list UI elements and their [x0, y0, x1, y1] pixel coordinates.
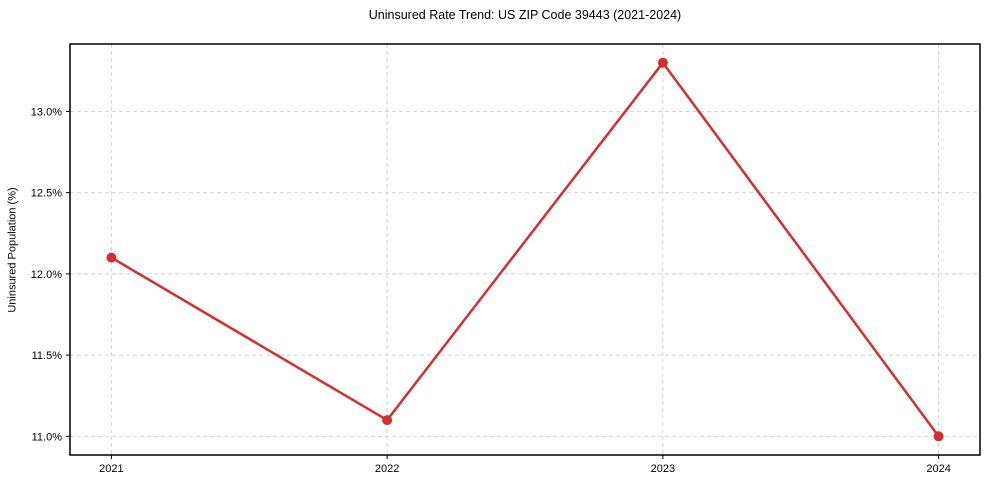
y-tick-label: 13.0%	[31, 106, 62, 118]
y-tick-label: 12.5%	[31, 188, 62, 200]
x-tick-label: 2024	[926, 463, 950, 475]
y-tick-label: 11.5%	[32, 350, 63, 362]
x-tick-label: 2021	[99, 463, 123, 475]
data-point-marker	[933, 431, 944, 442]
x-tick-label: 2023	[651, 463, 675, 475]
y-tick-label: 12.0%	[31, 269, 62, 281]
plot-border	[69, 43, 981, 456]
data-point-marker	[382, 415, 393, 426]
data-point-marker	[106, 252, 117, 263]
data-point-marker	[657, 57, 668, 68]
chart-title: Uninsured Rate Trend: US ZIP Code 39443 …	[368, 8, 682, 22]
x-tick-label: 2022	[375, 463, 399, 475]
series-line	[110, 61, 940, 438]
y-tick-label: 11.0%	[32, 431, 63, 443]
